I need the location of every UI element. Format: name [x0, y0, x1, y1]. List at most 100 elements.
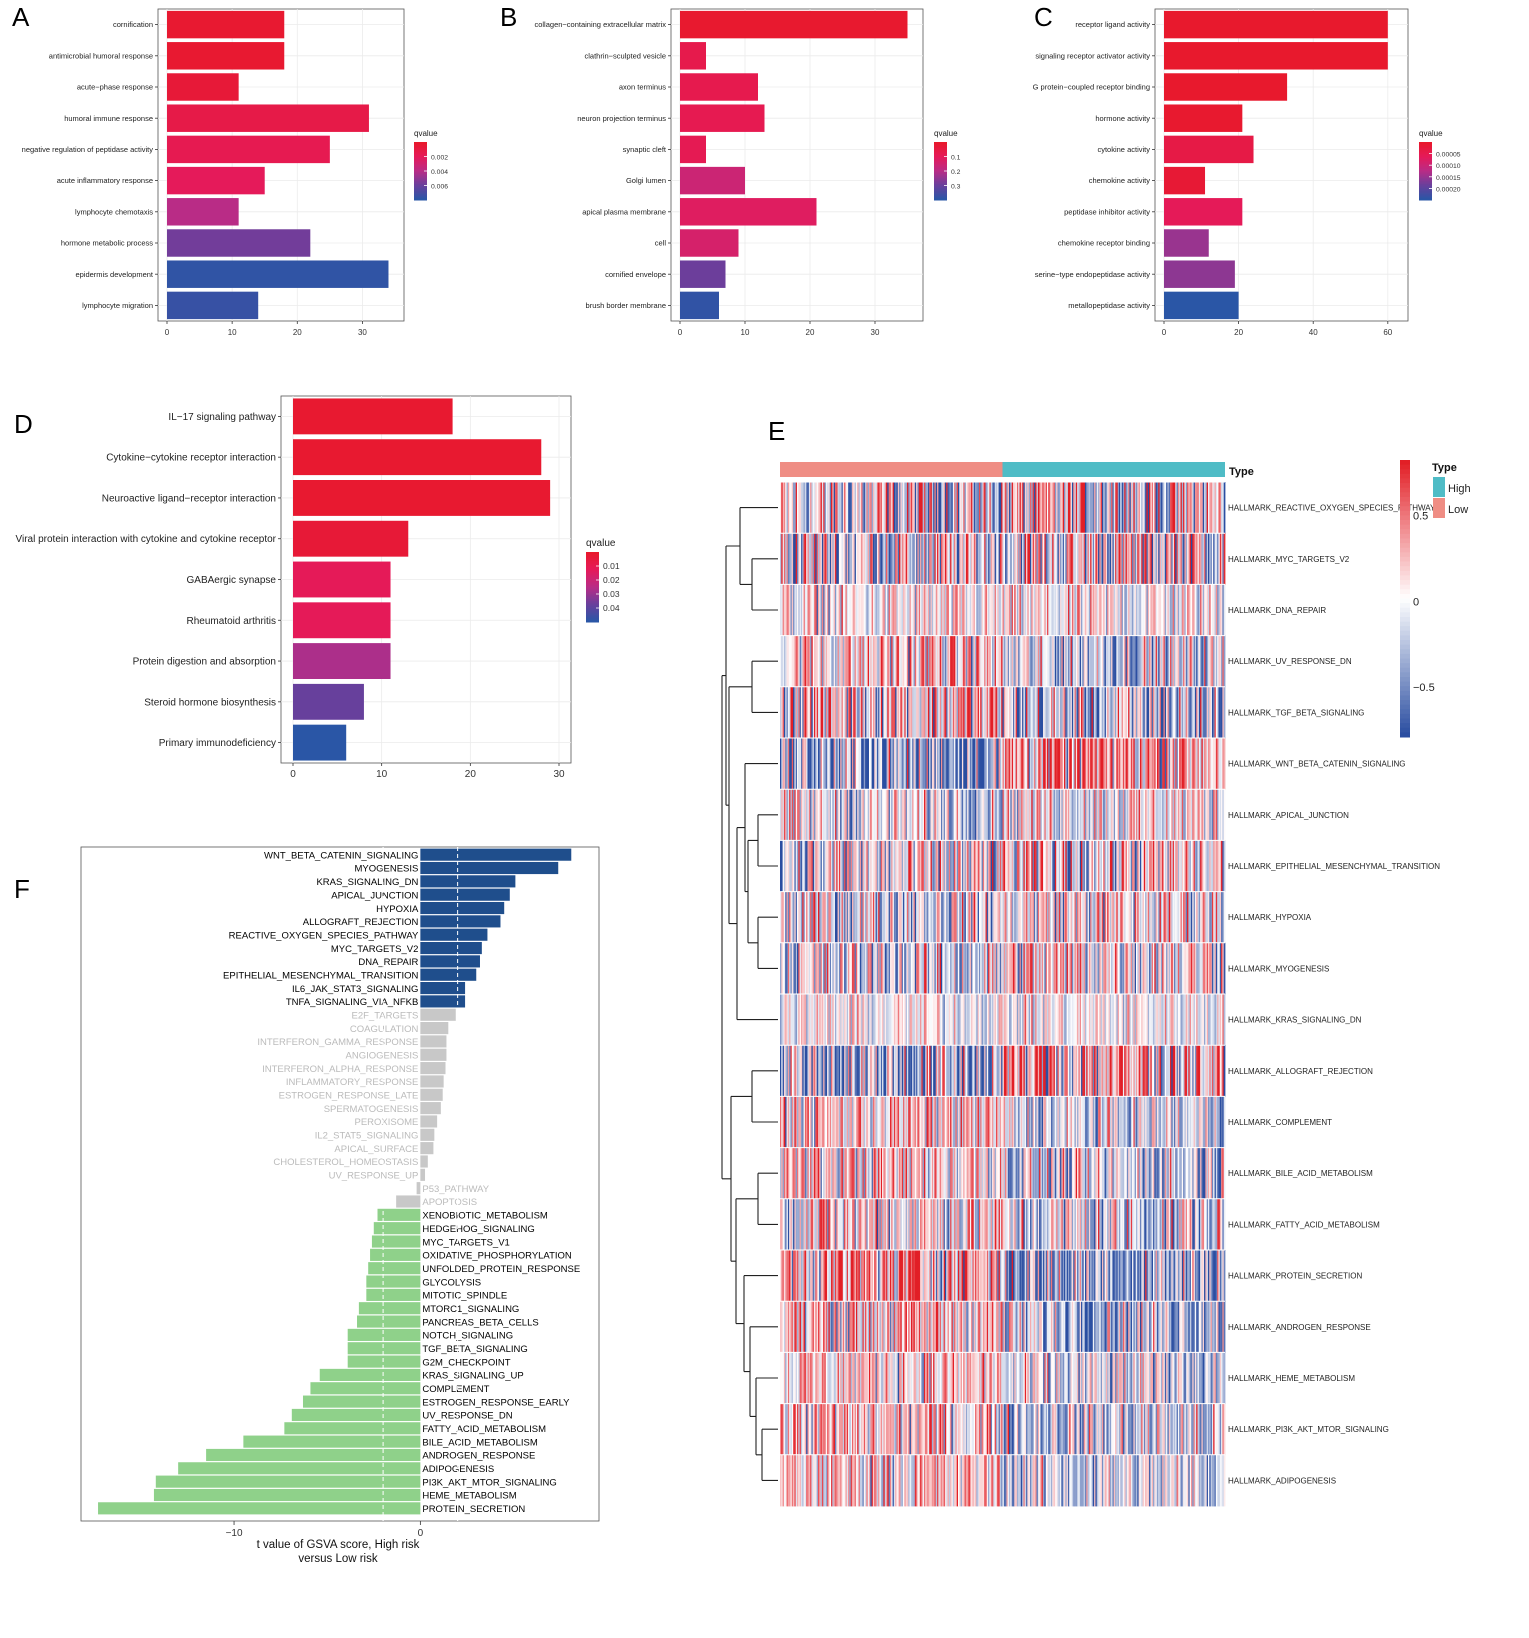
heatmap-cell [895, 635, 897, 688]
heatmap-cell [934, 686, 937, 739]
heatmap-cell [1206, 891, 1209, 944]
heatmap-cell [1002, 482, 1005, 534]
heatmap-cell [1095, 1045, 1098, 1097]
heatmap-cell [981, 942, 984, 995]
heatmap-cell [908, 840, 910, 892]
heatmap-cell [1198, 584, 1201, 636]
heatmap-cell [913, 1147, 916, 1200]
heatmap-cell [1061, 686, 1064, 739]
heatmap-cell [1027, 891, 1030, 944]
heatmap-cell [922, 840, 925, 892]
heatmap-cell [803, 686, 806, 739]
heatmap-cell [999, 584, 1002, 636]
heatmap-cell [916, 942, 918, 995]
heatmap-cell [1022, 533, 1024, 585]
legend-swatch [414, 176, 427, 179]
heatmap-cell [1117, 789, 1120, 841]
heatmap-cell [1003, 482, 1006, 534]
heatmap-cell [872, 635, 875, 688]
heatmap-cell [1108, 482, 1111, 534]
heatmap-cell [940, 789, 943, 841]
heatmap-cell [855, 1147, 858, 1200]
heatmap-cell [1103, 891, 1105, 944]
heatmap-cell [1167, 686, 1170, 739]
y-tick-label: chemokine receptor binding [1058, 239, 1150, 248]
heatmap-cell [862, 533, 865, 585]
legend-swatch [934, 152, 947, 155]
heatmap-cell [927, 584, 930, 636]
heatmap-cell [1064, 789, 1066, 841]
heatmap-cell [1067, 584, 1070, 636]
heatmap-cell [862, 840, 865, 892]
heatmap-cell [793, 738, 795, 790]
heatmap-cell [1043, 840, 1045, 892]
heatmap-cell [908, 482, 910, 534]
heatmap-cell [803, 738, 806, 790]
heatmap-cell [1040, 1045, 1043, 1097]
heatmap-cell [917, 1096, 920, 1148]
heatmap-cell [1005, 738, 1007, 790]
heatmap-cell [880, 584, 883, 636]
heatmap-cell [829, 584, 832, 636]
heatmap-cell [828, 942, 831, 995]
x-tick-label: 0 [1162, 328, 1167, 337]
heatmap-cell [887, 891, 890, 944]
heatmap-cell [1003, 1045, 1006, 1097]
heatmap-cell [1074, 482, 1077, 534]
heatmap-cell [985, 686, 988, 739]
heatmap-cell [1071, 482, 1074, 534]
heatmap-cell [1149, 891, 1151, 944]
heatmap-cell [1146, 686, 1149, 739]
heatmap-cell [1150, 1096, 1153, 1148]
heatmap-cell [1209, 482, 1212, 534]
legend-swatch [934, 198, 947, 201]
heatmap-cell [897, 891, 900, 944]
heatmap-cell [1094, 686, 1096, 739]
heatmap-cell [913, 738, 916, 790]
heatmap-cell [799, 891, 802, 944]
heatmap-cell [964, 891, 967, 944]
heatmap-cell [984, 891, 986, 944]
heatmap-cell [1124, 686, 1126, 739]
heatmap-cell [1185, 584, 1188, 636]
heatmap-cell [896, 1096, 899, 1148]
heatmap-cell [920, 686, 922, 739]
heatmap-cell [984, 1045, 986, 1097]
heatmap-cell [1142, 891, 1145, 944]
heatmap-cell [896, 994, 899, 1046]
heatmap-cell [1171, 738, 1174, 790]
heatmap-cell [1098, 994, 1100, 1046]
heatmap-cell [871, 891, 874, 944]
heatmap-cell [1124, 942, 1126, 995]
heatmap-cell [1096, 686, 1099, 739]
heatmap-cell [891, 1096, 893, 1148]
heatmap-cell [1033, 635, 1036, 688]
heatmap-cell [1086, 1096, 1088, 1148]
heatmap-cell [853, 1096, 856, 1148]
legend-swatch [586, 620, 599, 623]
legend-swatch [934, 146, 947, 149]
legend-swatch [414, 143, 427, 146]
heatmap-cell [816, 1045, 819, 1097]
heatmap-cell [1036, 942, 1039, 995]
legend-swatch [414, 191, 427, 194]
heatmap-cell [1062, 482, 1065, 534]
heatmap-cell [1163, 533, 1166, 585]
heatmap-cell [849, 635, 852, 688]
heatmap-cell [802, 840, 804, 892]
heatmap-cell [862, 1045, 865, 1097]
heatmap-cell [1121, 482, 1124, 534]
heatmap-cell [1015, 635, 1018, 688]
heatmap-cell [844, 635, 846, 688]
heatmap-cell [880, 1045, 883, 1097]
heatmap-cell [791, 635, 794, 688]
heatmap-cell [1111, 686, 1113, 739]
heatmap-cell [834, 840, 837, 892]
heatmap-cell [782, 789, 785, 841]
heatmap-cell [956, 635, 959, 688]
heatmap-cell [862, 686, 865, 739]
heatmap-cell [828, 891, 831, 944]
heatmap-cell [799, 482, 802, 534]
heatmap-cell [923, 1096, 926, 1148]
heatmap-cell [1043, 789, 1045, 841]
